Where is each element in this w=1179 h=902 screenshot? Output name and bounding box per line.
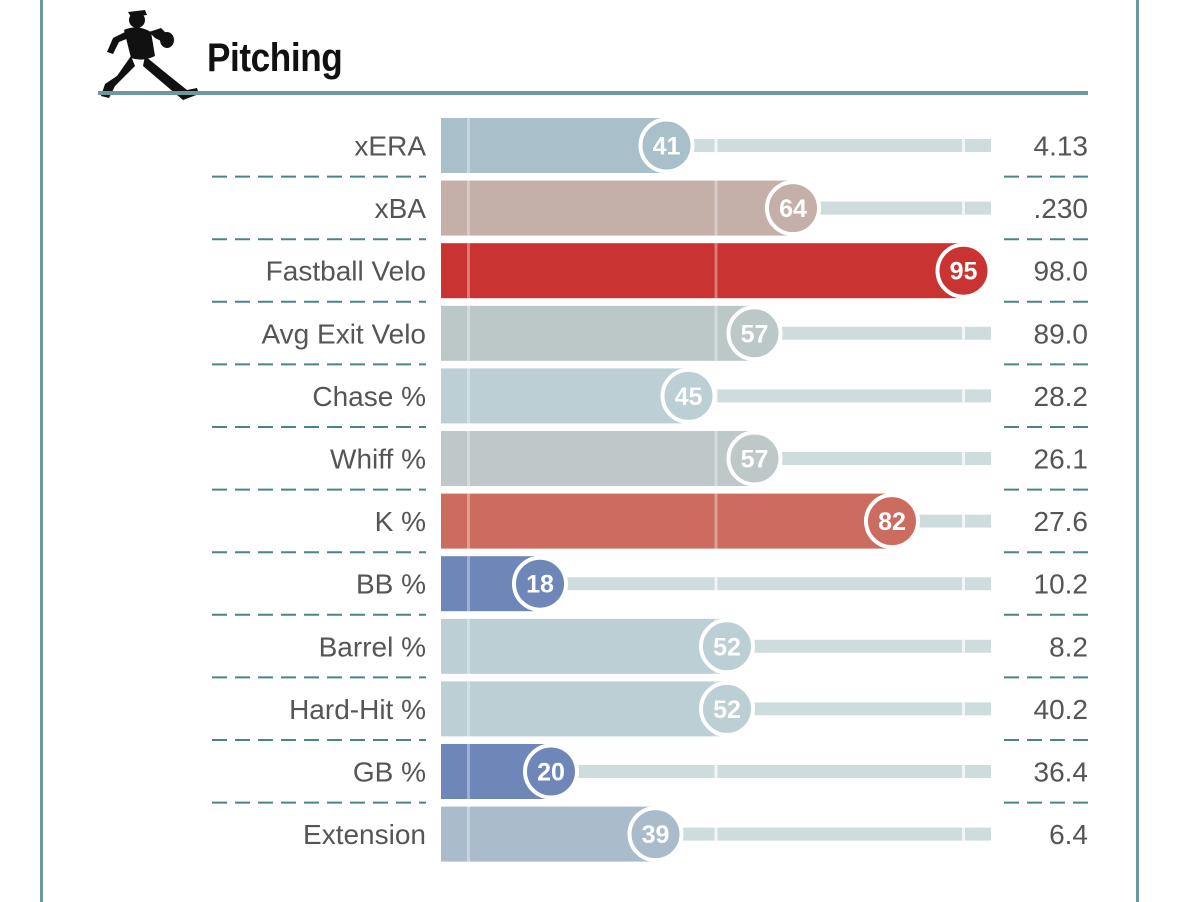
percentile-track (551, 765, 991, 778)
percentile-label: 52 (713, 696, 741, 724)
metric-label: Whiff % (330, 444, 426, 475)
percentile-track (540, 577, 991, 591)
percentile-bar (441, 806, 656, 862)
percentile-marker (660, 367, 717, 424)
baseball-pitcher-icon (101, 10, 199, 100)
percentile-bar (441, 681, 727, 737)
metric-label: Chase % (312, 381, 426, 412)
metric-label: K % (375, 506, 426, 537)
metric-label: GB % (353, 757, 426, 788)
stat-value: 28.2 (1034, 381, 1089, 412)
percentile-marker (699, 680, 755, 737)
percentile-track (666, 139, 991, 152)
stat-value: 8.2 (1049, 631, 1088, 662)
percentile-track (793, 201, 991, 215)
percentile-label: 52 (713, 633, 741, 661)
percentile-bar (441, 118, 667, 173)
percentile-label: 57 (741, 446, 769, 474)
section-title: Pitching (207, 36, 343, 80)
stat-value: 40.2 (1034, 694, 1089, 725)
percentile-marker (638, 117, 695, 174)
percentile-label: 41 (653, 133, 681, 161)
percentile-track (688, 389, 991, 403)
percentile-track (754, 326, 991, 340)
percentile-marker (935, 242, 992, 299)
percentile-marker (765, 180, 821, 237)
percentile-label: 95 (950, 258, 978, 286)
stat-value: .230 (1034, 193, 1089, 224)
stat-value: 89.0 (1034, 318, 1089, 349)
percentile-label: 18 (526, 571, 554, 599)
frame-left-border (40, 0, 43, 902)
percentile-label: 57 (741, 320, 769, 348)
percentile-track (754, 452, 991, 465)
stat-value: 26.1 (1034, 444, 1089, 475)
percentile-bar (441, 618, 727, 674)
percentile-label: 82 (878, 508, 906, 536)
metric-label: Hard-Hit % (289, 694, 426, 725)
percentile-marker (726, 430, 783, 487)
frame-right-border (1136, 0, 1139, 902)
metric-label: Avg Exit Velo (262, 318, 426, 349)
percentile-track (655, 827, 991, 841)
metric-label: Barrel % (319, 631, 426, 662)
stat-value: 6.4 (1049, 819, 1088, 850)
metric-label: Fastball Velo (266, 256, 426, 287)
percentile-label: 45 (675, 383, 703, 411)
percentile-marker (523, 743, 579, 800)
stat-value: 36.4 (1034, 757, 1089, 788)
percentile-bar (441, 368, 689, 424)
percentile-marker (864, 493, 920, 550)
stat-value: 10.2 (1034, 569, 1089, 600)
metric-label: Extension (303, 819, 426, 850)
percentile-bar (441, 180, 793, 236)
percentile-label: 64 (779, 195, 807, 223)
metric-label: xBA (375, 193, 427, 224)
percentile-bar (441, 431, 755, 486)
stat-value: 27.6 (1034, 506, 1089, 537)
metric-label: xERA (354, 131, 426, 162)
percentile-label: 39 (642, 821, 670, 849)
stat-value: 98.0 (1034, 256, 1089, 287)
percentile-marker (699, 618, 755, 675)
percentile-track (727, 639, 991, 653)
percentile-label: 20 (537, 759, 565, 787)
percentile-bar (441, 493, 892, 549)
header-divider (98, 91, 1088, 95)
percentile-bar (441, 305, 755, 361)
metric-label: BB % (356, 569, 426, 600)
percentile-marker (512, 555, 568, 612)
percentile-marker (627, 806, 684, 863)
percentile-marker (726, 305, 783, 362)
stat-value: 4.13 (1034, 131, 1089, 162)
percentile-bar (441, 243, 964, 299)
percentile-track (727, 702, 991, 716)
